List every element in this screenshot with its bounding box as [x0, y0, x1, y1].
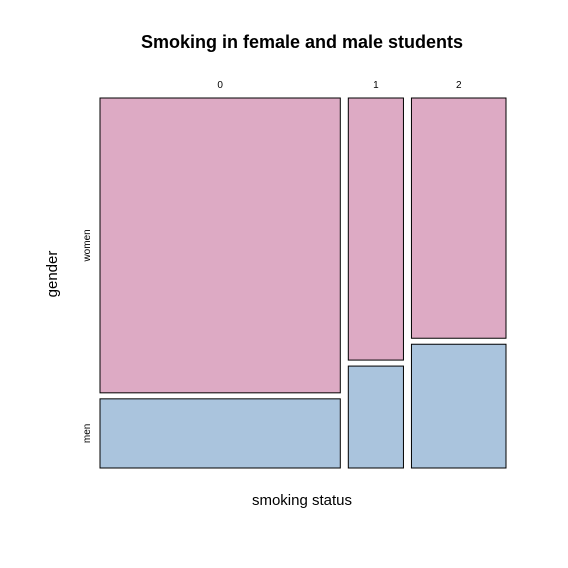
chart-title: Smoking in female and male students [141, 32, 463, 52]
tile-1-men [347, 365, 404, 469]
tile-2-women [410, 97, 507, 339]
tile-0-women [99, 97, 341, 394]
x-tick-label-0: 0 [217, 80, 223, 91]
y-tick-labels: women men [82, 229, 93, 443]
tile-1-women [347, 97, 404, 361]
x-tick-label-2: 2 [456, 80, 462, 91]
x-axis-label: smoking status [252, 492, 352, 509]
y-tick-label-men: men [82, 424, 93, 443]
mosaic-tiles [99, 97, 507, 469]
y-tick-label-women: women [82, 229, 93, 262]
y-axis-label: gender [44, 251, 61, 298]
x-tick-labels: 0 1 2 [217, 80, 462, 91]
x-tick-label-1: 1 [373, 80, 379, 91]
tile-2-men [410, 343, 507, 469]
tile-0-men [99, 398, 341, 469]
